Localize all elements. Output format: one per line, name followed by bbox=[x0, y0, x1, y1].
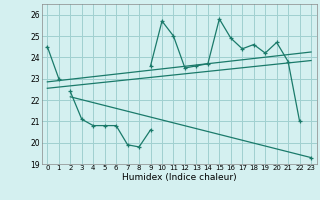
X-axis label: Humidex (Indice chaleur): Humidex (Indice chaleur) bbox=[122, 173, 236, 182]
